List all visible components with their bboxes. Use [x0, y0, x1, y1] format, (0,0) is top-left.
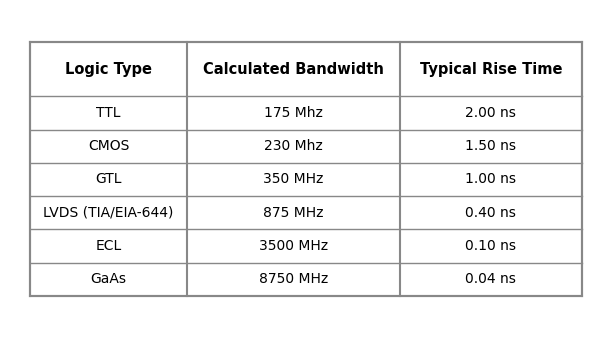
Text: 3500 MHz: 3500 MHz — [259, 239, 328, 253]
Text: ECL: ECL — [95, 239, 122, 253]
Text: GTL: GTL — [95, 173, 122, 186]
Text: 0.40 ns: 0.40 ns — [466, 206, 517, 220]
Text: Logic Type: Logic Type — [65, 62, 152, 77]
Text: 0.10 ns: 0.10 ns — [466, 239, 517, 253]
Text: CMOS: CMOS — [88, 139, 130, 153]
Text: 350 MHz: 350 MHz — [263, 173, 324, 186]
Bar — [30, 42, 582, 296]
Text: 230 Mhz: 230 Mhz — [264, 139, 323, 153]
Text: 1.00 ns: 1.00 ns — [466, 173, 517, 186]
Text: 8750 MHz: 8750 MHz — [259, 272, 328, 286]
Text: 175 Mhz: 175 Mhz — [264, 106, 323, 120]
Text: Typical Rise Time: Typical Rise Time — [419, 62, 562, 77]
Text: 1.50 ns: 1.50 ns — [466, 139, 517, 153]
Text: LVDS (TIA/EIA-644): LVDS (TIA/EIA-644) — [43, 206, 174, 220]
Text: 875 MHz: 875 MHz — [263, 206, 324, 220]
Text: Calculated Bandwidth: Calculated Bandwidth — [203, 62, 384, 77]
Text: TTL: TTL — [97, 106, 121, 120]
Text: GaAs: GaAs — [91, 272, 127, 286]
Text: 0.04 ns: 0.04 ns — [466, 272, 517, 286]
Text: 2.00 ns: 2.00 ns — [466, 106, 517, 120]
